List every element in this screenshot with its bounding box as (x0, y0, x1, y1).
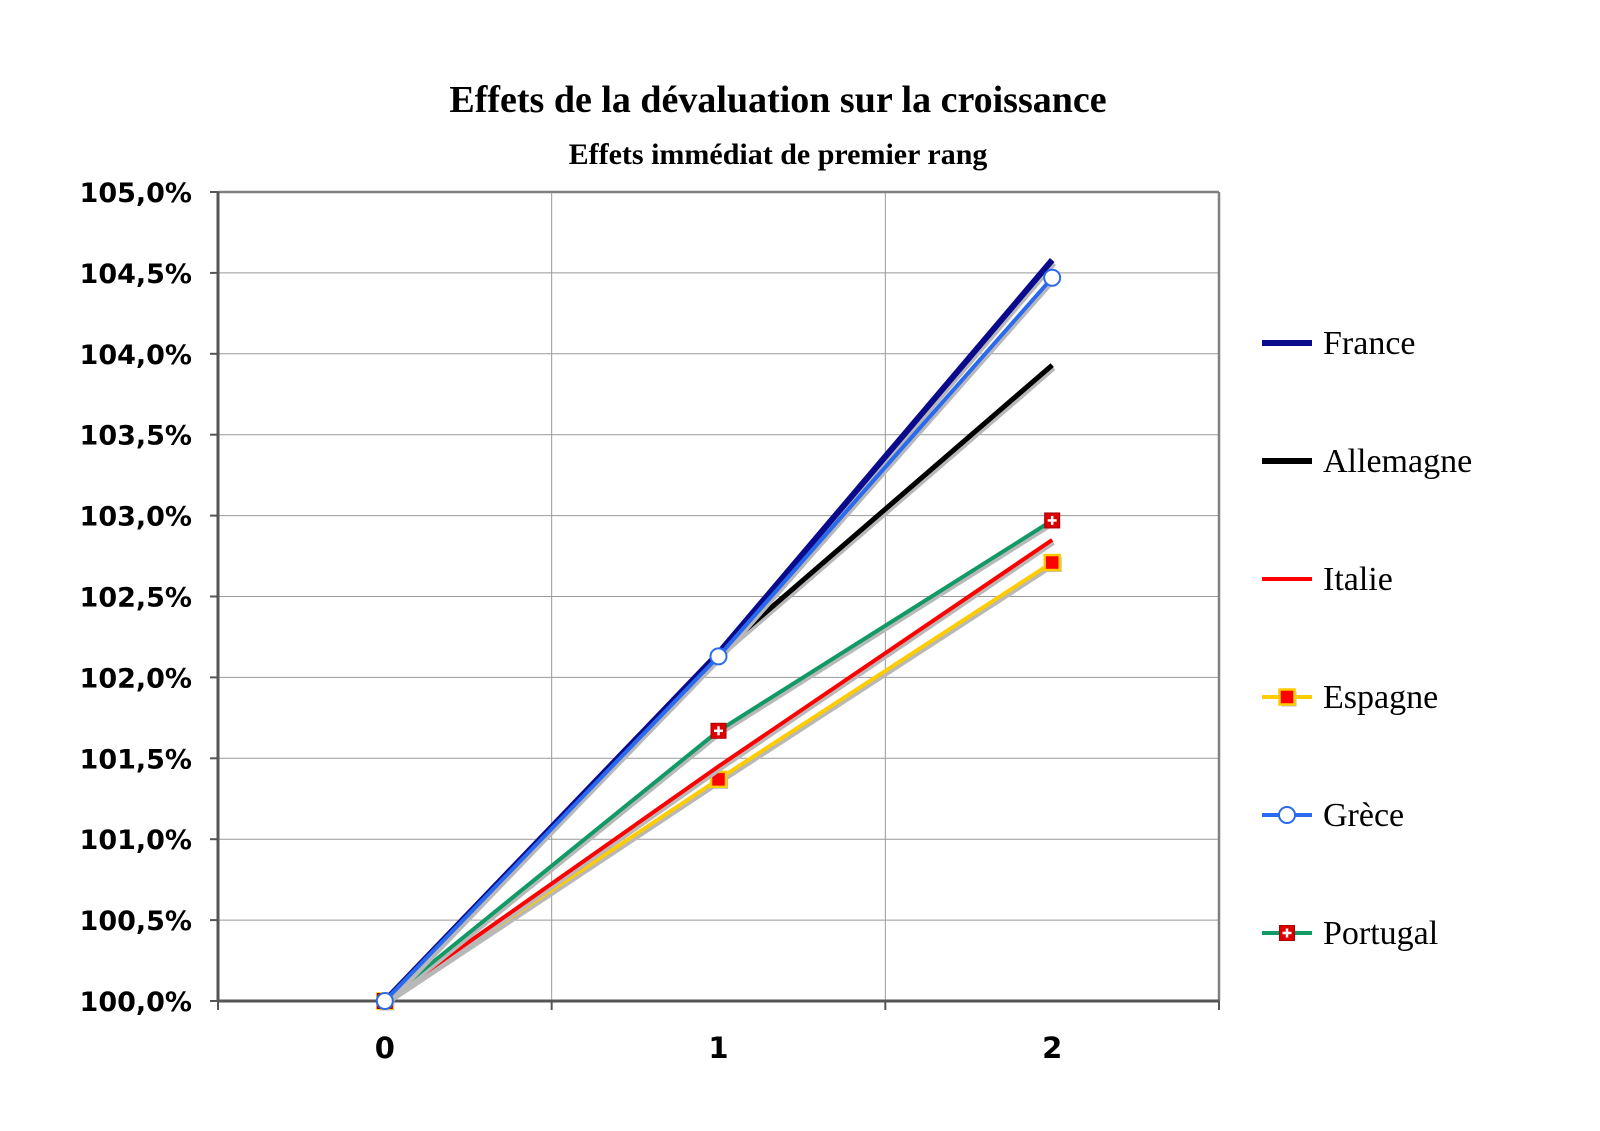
y-tick-label: 104,0% (80, 340, 192, 371)
y-tick-label: 102,5% (80, 583, 192, 614)
legend-label: Espagne (1323, 679, 1438, 716)
legend-item: Allemagne (1262, 443, 1472, 480)
chart-subtitle: Effets immédiat de premier rang (569, 138, 988, 171)
y-tick-label: 100,0% (80, 987, 192, 1018)
marker-circle (1043, 268, 1062, 287)
legend-label: Allemagne (1323, 443, 1472, 480)
x-tick-label: 0 (375, 1031, 395, 1065)
y-tick-label: 103,0% (80, 502, 192, 533)
legend-label: Grèce (1323, 797, 1404, 834)
legend-item: Grèce (1262, 797, 1404, 834)
y-tick-label: 103,5% (80, 421, 192, 452)
series-italie (383, 538, 1055, 1006)
series-line (383, 538, 1054, 1003)
marker-circle (709, 647, 728, 666)
series-grce (375, 268, 1062, 1010)
legend-item: Italie (1262, 561, 1393, 598)
legend: France Allemagne Italie Espagne Grèce Portuga… (1262, 325, 1472, 952)
legend-item: France (1262, 325, 1416, 362)
marker-circle (1278, 806, 1296, 824)
legend-label: Portugal (1323, 915, 1438, 952)
x-tick-label: 1 (708, 1031, 728, 1065)
marker-square (1278, 688, 1296, 706)
y-tick-label: 102,0% (80, 663, 192, 694)
y-tick-label: 101,5% (80, 744, 192, 775)
y-tick-label: 101,0% (80, 825, 192, 856)
marker-square (1043, 553, 1061, 572)
legend-label: Italie (1323, 561, 1393, 598)
legend-item: Espagne (1262, 679, 1438, 716)
y-tick-label: 100,5% (80, 906, 192, 937)
legend-item: Portugal (1262, 915, 1438, 952)
series-group (375, 258, 1062, 1011)
y-tick-label: 104,5% (80, 259, 192, 290)
x-tick-label: 2 (1042, 1031, 1062, 1065)
tick-labels: 100,0% 100,5% 101,0% 101,5% 102,0% 102,5% 103,… (80, 178, 1063, 1065)
chart-title: Effets de la dévaluation sur la croissan… (449, 79, 1106, 121)
marker-circle (375, 992, 394, 1010)
y-tick-label: 105,0% (80, 178, 192, 209)
legend-label: France (1323, 325, 1416, 362)
grid (218, 191, 1219, 1001)
series-shadow (385, 541, 1055, 1006)
